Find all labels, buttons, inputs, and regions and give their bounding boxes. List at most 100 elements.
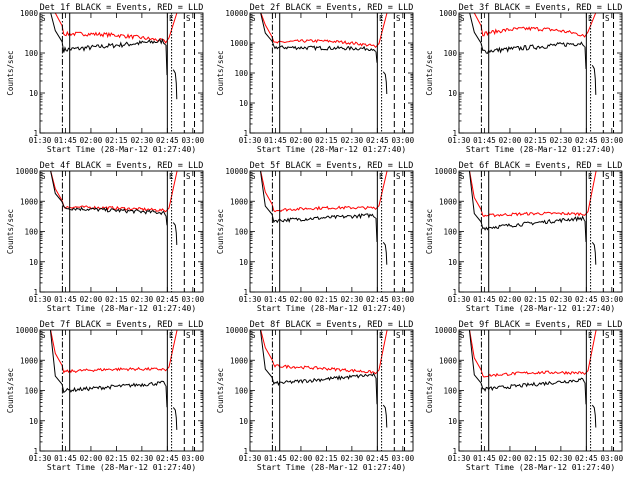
x-tick-label: 03:00: [392, 295, 415, 304]
x-tick-label: 02:45: [366, 454, 389, 463]
y-tick-label: 10000: [225, 9, 248, 18]
y-tick-label: 100: [234, 228, 248, 237]
x-tick-label: 01:45: [264, 136, 287, 145]
x-axis-label: Start Time (28-Mar-12 01:27:40): [257, 304, 406, 313]
x-tick-label: 02:00: [290, 295, 313, 304]
y-tick-label: 100: [234, 69, 248, 78]
x-tick-label: 02:15: [315, 295, 338, 304]
y-tick-label: 10000: [434, 167, 457, 176]
x-tick-label: 02:15: [315, 136, 338, 145]
saa-right-label-1: E: [588, 331, 593, 340]
saa-right-label-2: S: [605, 172, 610, 181]
panel-plot-area: [260, 13, 406, 133]
events-drop-line: [165, 215, 168, 226]
events-tail-line: [591, 404, 597, 428]
x-axis-label: Start Time (28-Mar-12 01:27:40): [47, 145, 196, 154]
saa-right-label-1: E: [169, 331, 174, 340]
x-tick-label: 02:30: [550, 295, 573, 304]
events-drop-line: [165, 44, 168, 76]
x-tick-label: 02:00: [80, 295, 103, 304]
panel-frame: [249, 12, 414, 134]
x-tick-label: 01:45: [54, 454, 77, 463]
panel-det-4f: Det 4f BLACK = Events, RED = LLD Counts/s…: [6, 161, 205, 313]
saa-left-label: S: [41, 172, 46, 181]
y-tick-label: 100: [443, 228, 457, 237]
saa-right-label-1: E: [379, 14, 384, 23]
x-tick-label: 02:00: [499, 295, 522, 304]
x-tick-label: 02:30: [131, 295, 154, 304]
y-tick-label: 1: [243, 129, 248, 138]
panel-frame: [458, 329, 623, 452]
saa-right-label-2: S: [396, 172, 401, 181]
y-tick-label: 10: [448, 258, 458, 267]
x-axis-label: Start Time (28-Mar-12 01:27:40): [466, 463, 615, 472]
saa-left-label: S: [251, 331, 256, 340]
x-tick-label: 03:00: [601, 136, 624, 145]
panel-det-9f: Det 9f BLACK = Events, RED = LLD Counts/s…: [425, 320, 624, 472]
panel-det-7f: Det 7f BLACK = Events, RED = LLD Counts/s…: [6, 320, 205, 472]
panel-plot-area: [259, 330, 406, 451]
events-series-line: [469, 13, 585, 54]
events-tail-line: [382, 404, 388, 428]
saa-right-label-2: S: [396, 331, 401, 340]
x-tick-label: 02:45: [366, 295, 389, 304]
x-tick-label: 03:00: [392, 136, 415, 145]
x-tick-label: 02:00: [499, 136, 522, 145]
x-tick-label: 03:00: [182, 454, 205, 463]
x-tick-label: 02:45: [366, 136, 389, 145]
x-tick-label: 03:00: [601, 295, 624, 304]
y-tick-label: 1: [243, 447, 248, 456]
y-tick-label: 10000: [434, 326, 457, 335]
x-tick-label: 01:45: [264, 454, 287, 463]
y-tick-label: 10: [239, 417, 249, 426]
lld-series-line: [50, 171, 178, 213]
x-tick-label: 03:00: [182, 136, 205, 145]
panel-det-8f: Det 8f BLACK = Events, RED = LLD Counts/s…: [216, 320, 415, 472]
x-tick-label: 02:30: [131, 136, 154, 145]
events-tail-line: [591, 241, 597, 265]
y-tick-label: 1000: [20, 356, 39, 365]
events-drop-line: [584, 382, 587, 405]
y-tick-label: 1: [452, 288, 457, 297]
y-tick-label: 10000: [225, 326, 248, 335]
y-tick-label: 1000: [439, 197, 458, 206]
x-tick-label: 02:00: [80, 136, 103, 145]
y-tick-label: 10000: [225, 167, 248, 176]
y-tick-label: 10: [29, 417, 39, 426]
saa-right-label-2: S: [186, 14, 191, 23]
y-tick-label: 10: [239, 99, 249, 108]
x-tick-label: 02:15: [105, 136, 128, 145]
x-axis-label: Start Time (28-Mar-12 01:27:40): [47, 463, 196, 472]
saa-right-label-1: E: [588, 172, 593, 181]
x-tick-label: 02:45: [156, 136, 179, 145]
panel-det-1f: Det 1f BLACK = Events, RED = LLD Counts/s…: [6, 3, 205, 154]
lld-series-line: [469, 171, 597, 218]
x-tick-label: 01:30: [239, 136, 262, 145]
x-tick-label: 02:45: [575, 295, 598, 304]
x-tick-label: 02:30: [550, 136, 573, 145]
x-tick-label: 02:45: [156, 454, 179, 463]
x-tick-label: 02:45: [575, 454, 598, 463]
x-tick-label: 02:30: [131, 454, 154, 463]
x-axis-label: Start Time (28-Mar-12 01:27:40): [47, 304, 196, 313]
lld-series-line: [472, 13, 597, 38]
panel-det-3f: Det 3f BLACK = Events, RED = LLD Counts/s…: [425, 3, 624, 154]
x-tick-label: 02:00: [499, 454, 522, 463]
events-drop-line: [375, 377, 378, 405]
lld-series-line: [50, 330, 178, 374]
panel-plot-area: [50, 13, 196, 133]
x-tick-label: 01:30: [29, 136, 52, 145]
y-tick-label: 10: [29, 258, 39, 267]
panel-plot-area: [50, 171, 196, 292]
events-series-line: [259, 330, 377, 387]
panel-title: Det 4f BLACK = Events, RED = LLD: [40, 161, 204, 171]
panel-frame: [39, 170, 204, 293]
y-tick-label: 1: [33, 129, 38, 138]
y-tick-label: 1: [452, 129, 457, 138]
y-tick-label: 100: [443, 49, 457, 58]
x-tick-label: 03:00: [601, 454, 624, 463]
events-tail-line: [382, 71, 388, 94]
x-tick-label: 02:00: [80, 454, 103, 463]
x-tick-label: 02:30: [341, 136, 364, 145]
y-tick-label: 1: [33, 447, 38, 456]
